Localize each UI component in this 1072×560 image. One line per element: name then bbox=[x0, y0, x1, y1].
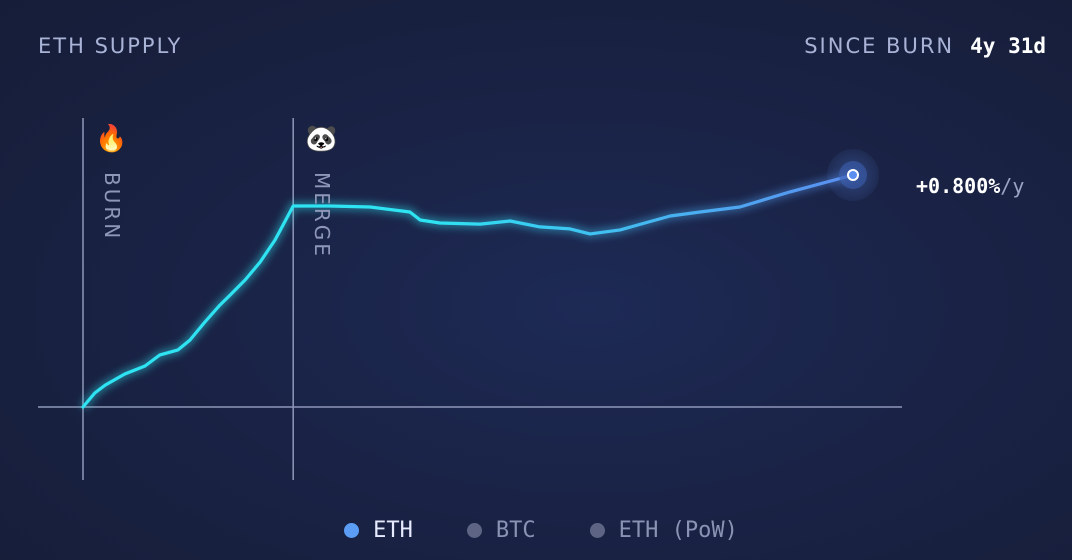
since-burn-label: SINCE BURN bbox=[804, 34, 955, 58]
eth-line-glow bbox=[79, 171, 855, 410]
legend-label: BTC bbox=[495, 518, 536, 543]
legend-label: ETH (PoW) bbox=[618, 518, 738, 543]
burn-marker-label: BURN bbox=[100, 172, 124, 242]
supply-growth-rate: +0.800%/y bbox=[916, 174, 1024, 198]
legend-item-eth-pow[interactable]: ETH (PoW) bbox=[589, 518, 738, 543]
chart-title: ETH SUPPLY bbox=[38, 34, 183, 58]
since-burn: SINCE BURN 4y 31d bbox=[804, 34, 1046, 58]
endpoint-dot bbox=[847, 169, 859, 181]
legend-item-btc[interactable]: BTC bbox=[466, 518, 536, 543]
eth-dot-icon bbox=[344, 523, 360, 538]
rate-unit: /y bbox=[1000, 174, 1025, 198]
btc-dot-icon bbox=[466, 523, 482, 538]
eth-pow-dot-icon bbox=[589, 523, 605, 538]
rate-value: +0.800% bbox=[916, 174, 1001, 198]
panda-emoji-icon: 🐼 bbox=[305, 124, 338, 154]
since-burn-value: 4y 31d bbox=[970, 34, 1046, 58]
fire-emoji-icon: 🔥 bbox=[95, 124, 128, 154]
legend: ETH BTC ETH (PoW) bbox=[0, 518, 1072, 543]
merge-marker-label: MERGE bbox=[310, 172, 334, 259]
legend-item-eth[interactable]: ETH bbox=[344, 518, 413, 543]
legend-label: ETH bbox=[373, 518, 413, 543]
eth-series-line bbox=[81, 173, 855, 409]
